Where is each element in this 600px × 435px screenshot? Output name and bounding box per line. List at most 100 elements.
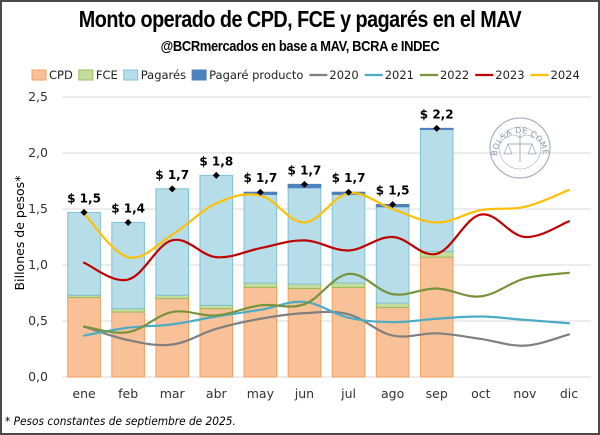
bar-segment-fce — [111, 308, 145, 313]
total-marker — [168, 185, 176, 193]
total-data-label: $ 1,7 — [243, 171, 277, 185]
x-tick-label: sep — [426, 386, 448, 401]
x-tick-label: feb — [118, 386, 138, 401]
line-2022 — [82, 271, 571, 334]
legend-item-2020: 2020 — [309, 68, 359, 82]
legend-label: Pagaré producto — [209, 68, 303, 82]
bar-segment-cpd — [243, 286, 278, 378]
bolsa-de-comercio-seal-icon: BOLSA DE COMERCIO DE ROSARIO — [0, 0, 551, 179]
legend-label: 2024 — [551, 68, 580, 82]
x-tick-label: oct — [471, 386, 491, 401]
x-tick-label: jun — [294, 386, 314, 401]
line-2021 — [82, 300, 571, 337]
x-tick-label: dic — [560, 386, 578, 401]
x-tick-label: ene — [72, 386, 96, 401]
bar-segment-pagares — [287, 187, 322, 285]
x-tick-label: ago — [381, 386, 404, 401]
y-tick-label: 1,0 — [28, 257, 48, 272]
bar-segment-pagares — [243, 193, 278, 284]
bar-segment-fce — [199, 304, 234, 310]
bar-segment-pagares — [67, 211, 101, 296]
bar-segment-cpd — [375, 307, 410, 378]
y-tick-label: 1,5 — [28, 201, 48, 216]
bar-segment-fce — [375, 302, 410, 309]
x-tick-label: jul — [340, 386, 356, 401]
legend-label: 2022 — [440, 68, 469, 82]
bar-segment-fce — [331, 282, 366, 288]
legend-item-2022: 2022 — [419, 68, 469, 82]
line-2020 — [82, 310, 571, 347]
total-marker — [256, 188, 264, 196]
seal-inner-ring — [498, 126, 542, 170]
legend-item-pagaré-producto: Pagaré producto — [191, 68, 303, 82]
legend-item-2021: 2021 — [364, 68, 414, 82]
legend-label: FCE — [96, 68, 118, 82]
total-data-label: $ 2,2 — [420, 107, 454, 121]
bar-segment-pagares — [375, 206, 410, 304]
y-tick-label: 2,5 — [28, 89, 48, 104]
bar-segment-cpd — [331, 286, 366, 378]
x-tick-label: mar — [160, 386, 186, 401]
legend-item-pagarés: Pagarés — [123, 68, 186, 82]
bar-segment-cpd — [67, 296, 101, 378]
footnote: * Pesos constantes de septiembre de 2025… — [5, 414, 236, 428]
chart-subtitle: @BCRmercados en base a MAV, BCRA e INDEC — [160, 38, 440, 55]
legend-item-2024: 2024 — [530, 68, 580, 82]
legend-label: CPD — [49, 68, 73, 82]
total-marker — [80, 208, 88, 216]
x-tick-label: abr — [206, 386, 228, 401]
y-tick-label: 0,0 — [28, 369, 48, 384]
legend-label: 2021 — [385, 68, 414, 82]
bar-segment-pagares — [331, 193, 366, 284]
y-axis-label: Billones de pesos* — [12, 176, 27, 291]
total-data-label: $ 1,7 — [288, 163, 322, 177]
legend-label: Pagarés — [141, 68, 186, 82]
legend-item-2023: 2023 — [475, 68, 525, 82]
legend-swatch — [31, 69, 47, 81]
bar-segment-cpd — [155, 298, 190, 378]
seal-wings — [505, 134, 535, 139]
total-data-label: $ 1,7 — [155, 168, 189, 182]
line-2024 — [82, 188, 571, 259]
legend-label: 2023 — [495, 68, 524, 82]
total-data-label: $ 1,5 — [67, 191, 101, 205]
legend-swatch — [123, 69, 139, 81]
x-axis-ticks: ene feb mar abr may jun jul ago sep oct nov dic — [72, 386, 578, 401]
legend-label: 2020 — [329, 68, 358, 82]
chart-title: Monto operado de CPD, FCE y pagarés en e… — [78, 6, 522, 32]
seal-scale-pans — [503, 142, 537, 155]
total-data-label: $ 1,5 — [376, 184, 410, 198]
total-data-label: $ 1,7 — [332, 171, 366, 185]
bar-segment-cpd — [199, 308, 234, 378]
legend-swatch — [78, 69, 94, 81]
total-marker — [212, 171, 220, 179]
x-tick-label: may — [247, 386, 275, 401]
total-marker — [124, 218, 132, 226]
total-marker — [300, 180, 308, 188]
bar-segment-fce — [155, 294, 190, 300]
bar-segment-pagares — [199, 174, 234, 306]
total-marker — [345, 188, 353, 196]
bar-segment-pagares — [111, 221, 145, 310]
bar-segment-pagares — [419, 128, 454, 253]
bar-segment-fce — [287, 283, 322, 290]
bar-segment-cpd — [111, 311, 145, 378]
y-axis-ticks: 0,0 0,5 1,0 1,5 2,0 2,5 — [28, 89, 48, 384]
x-tick-label: nov — [513, 386, 537, 401]
legend: CPD FCE Pagarés Pagaré producto 2020 2021 2022… — [31, 68, 580, 82]
total-data-label: $ 1,4 — [111, 201, 145, 215]
total-marker — [433, 124, 441, 132]
line-2023 — [82, 213, 571, 282]
legend-item-cpd: CPD — [31, 68, 73, 82]
total-data-label: $ 1,8 — [199, 154, 233, 168]
total-marker — [389, 201, 397, 209]
y-tick-label: 0,5 — [28, 313, 48, 328]
legend-item-fce: FCE — [78, 68, 118, 82]
seal-outer-ring — [489, 117, 551, 179]
legend-swatch — [191, 69, 207, 81]
bar-segment-fce — [243, 282, 278, 288]
year-lines — [82, 188, 571, 347]
y-tick-label: 2,0 — [28, 145, 48, 160]
total-markers: $ 1,5 $ 1,4 $ 1,7 $ 1,8 $ 1,7 $ 1,7 $ 1,7 $ 1,5… — [67, 107, 454, 226]
